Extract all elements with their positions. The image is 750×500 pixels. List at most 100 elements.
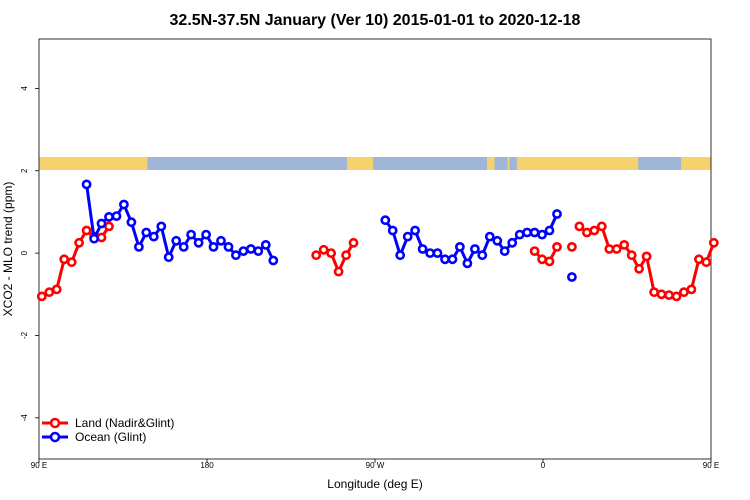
data-point-land bbox=[544, 256, 555, 267]
data-point-land bbox=[611, 244, 622, 254]
data-point-ocean bbox=[440, 254, 450, 265]
data-point-land bbox=[701, 257, 712, 268]
data-point-ocean bbox=[537, 229, 547, 240]
data-point-ocean bbox=[148, 231, 159, 242]
data-point-land bbox=[589, 225, 600, 236]
y-tick-label: -2 bbox=[20, 331, 29, 339]
strip-land bbox=[143, 157, 148, 170]
strip-land bbox=[681, 157, 711, 170]
y-axis-label: XCO2 - MLO trend (ppm) bbox=[1, 182, 15, 317]
data-point-land bbox=[96, 232, 107, 243]
data-point-ocean bbox=[417, 244, 428, 254]
data-point-land bbox=[333, 266, 344, 277]
data-point-land bbox=[641, 251, 652, 262]
data-point-ocean bbox=[454, 241, 465, 252]
data-point-land bbox=[619, 239, 630, 250]
data-point-ocean bbox=[432, 248, 443, 258]
chart-title: 32.5N-37.5N January (Ver 10) 2015-01-01 … bbox=[170, 12, 581, 29]
data-point-ocean bbox=[89, 233, 99, 244]
x-tick-label: 90 E bbox=[703, 461, 719, 470]
data-point-ocean bbox=[507, 237, 518, 248]
data-point-land bbox=[104, 221, 114, 232]
data-point-ocean bbox=[253, 246, 264, 256]
data-point-land bbox=[326, 248, 336, 258]
y-tick-label: 0 bbox=[20, 250, 29, 255]
data-point-land bbox=[36, 291, 47, 302]
data-point-land bbox=[318, 244, 329, 255]
data-point-ocean bbox=[216, 235, 226, 246]
data-point-ocean bbox=[529, 227, 540, 238]
data-point-land bbox=[582, 227, 592, 238]
data-point-ocean bbox=[119, 199, 129, 210]
y-tick-label: 2 bbox=[20, 168, 29, 173]
legend-ocean-marker bbox=[49, 431, 61, 443]
data-point-ocean bbox=[380, 215, 391, 226]
data-point-ocean bbox=[111, 211, 122, 221]
series-land bbox=[36, 221, 719, 302]
data-point-ocean bbox=[395, 250, 406, 261]
y-tick-label: -4 bbox=[20, 414, 29, 422]
data-point-ocean bbox=[171, 235, 182, 246]
data-point-ocean bbox=[499, 246, 510, 256]
data-point-ocean bbox=[469, 244, 480, 254]
strip-land bbox=[39, 157, 144, 170]
data-point-ocean bbox=[223, 241, 234, 252]
data-point-ocean bbox=[567, 272, 577, 282]
data-point-ocean bbox=[268, 255, 279, 266]
axes: 90 E 180 90 W 0 90 E -4 -2 0 2 4 bbox=[20, 86, 719, 470]
data-point-ocean bbox=[126, 217, 137, 228]
data-point-ocean bbox=[178, 241, 189, 252]
data-point-ocean bbox=[141, 227, 152, 238]
legend-land-label: Land (Nadir&Glint) bbox=[75, 416, 174, 430]
data-point-land bbox=[626, 250, 637, 261]
data-point-land bbox=[708, 237, 719, 248]
series bbox=[36, 179, 719, 302]
land-ocean-strip bbox=[39, 157, 711, 170]
data-point-ocean bbox=[447, 254, 458, 265]
data-point-land bbox=[552, 241, 562, 252]
data-point-ocean bbox=[484, 231, 495, 242]
legend: Land (Nadir&Glint) Ocean (Glint) bbox=[42, 416, 174, 444]
x-axis-label: Longitude (deg E) bbox=[327, 477, 422, 491]
x-tick-label: 90 E bbox=[31, 461, 47, 470]
strip-land bbox=[507, 157, 510, 170]
data-point-ocean bbox=[544, 225, 555, 236]
data-point-ocean bbox=[201, 229, 211, 240]
x-tick-label: 90 W bbox=[366, 461, 385, 470]
data-point-ocean bbox=[193, 237, 204, 248]
data-point-ocean bbox=[492, 235, 503, 246]
data-point-land bbox=[311, 250, 322, 261]
data-point-land bbox=[51, 284, 62, 295]
data-point-ocean bbox=[208, 241, 219, 252]
data-point-ocean bbox=[96, 218, 107, 229]
strip-land bbox=[347, 157, 374, 170]
data-point-land bbox=[348, 237, 359, 248]
data-point-ocean bbox=[462, 258, 473, 269]
data-point-ocean bbox=[81, 179, 92, 190]
data-point-ocean bbox=[186, 229, 196, 240]
data-point-land bbox=[74, 237, 84, 248]
legend-ocean-label: Ocean (Glint) bbox=[75, 430, 146, 444]
data-point-ocean bbox=[522, 227, 532, 238]
data-point-ocean bbox=[260, 239, 271, 250]
data-point-ocean bbox=[133, 241, 144, 252]
data-point-ocean bbox=[156, 221, 167, 232]
data-point-land bbox=[686, 284, 697, 295]
data-point-ocean bbox=[230, 250, 241, 261]
data-point-ocean bbox=[477, 250, 488, 261]
data-point-land bbox=[66, 257, 77, 268]
data-point-land bbox=[574, 221, 585, 232]
data-point-land bbox=[81, 225, 92, 236]
data-point-land bbox=[567, 241, 577, 252]
legend-land-marker bbox=[49, 417, 61, 429]
data-point-land bbox=[59, 254, 70, 265]
strip-land bbox=[516, 157, 639, 170]
x-tick-label: 180 bbox=[200, 461, 214, 470]
data-point-land bbox=[664, 290, 674, 300]
data-point-land bbox=[679, 287, 689, 298]
data-point-ocean bbox=[163, 252, 174, 263]
data-point-land bbox=[529, 246, 540, 256]
data-point-land bbox=[671, 291, 682, 302]
data-point-ocean bbox=[238, 246, 249, 256]
